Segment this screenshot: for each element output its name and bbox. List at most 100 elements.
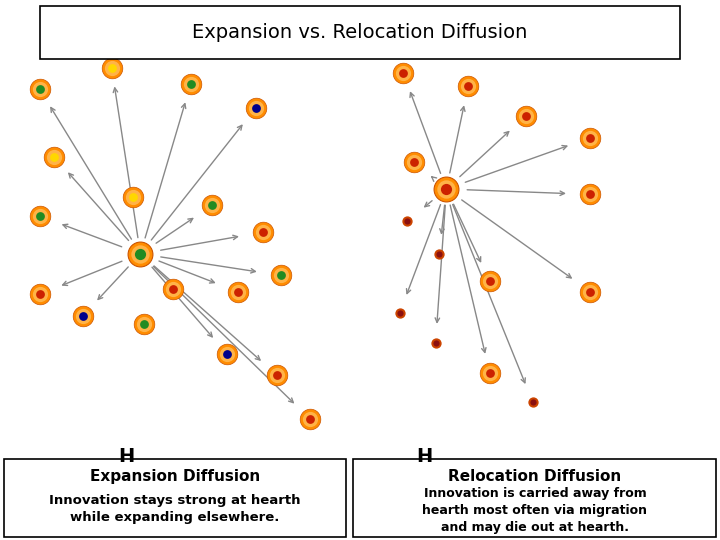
Point bbox=[484, 368, 495, 377]
Point bbox=[585, 287, 596, 296]
Point bbox=[221, 349, 233, 358]
Point bbox=[127, 193, 139, 201]
Point bbox=[271, 371, 283, 380]
Point bbox=[207, 201, 218, 210]
Point bbox=[257, 228, 269, 237]
Point bbox=[430, 339, 441, 347]
Point bbox=[34, 212, 45, 220]
Point bbox=[441, 185, 452, 193]
Text: H: H bbox=[417, 447, 433, 466]
Point bbox=[138, 320, 150, 328]
Point bbox=[167, 285, 179, 293]
Point bbox=[250, 104, 261, 112]
Point bbox=[250, 104, 261, 112]
Point bbox=[250, 104, 261, 112]
FancyBboxPatch shape bbox=[353, 459, 716, 537]
Point bbox=[167, 285, 179, 293]
Point bbox=[135, 249, 146, 258]
Point bbox=[48, 152, 60, 161]
Point bbox=[185, 79, 197, 88]
Point bbox=[34, 85, 45, 93]
Point bbox=[462, 82, 474, 91]
Point bbox=[527, 398, 539, 407]
Point bbox=[48, 152, 60, 161]
Point bbox=[527, 398, 539, 407]
Point bbox=[433, 249, 445, 258]
Point bbox=[48, 152, 60, 161]
Point bbox=[127, 193, 139, 201]
Point bbox=[135, 249, 146, 258]
Point bbox=[304, 414, 315, 423]
Point bbox=[585, 190, 596, 199]
Point bbox=[585, 287, 596, 296]
Point bbox=[77, 312, 89, 320]
Point bbox=[585, 133, 596, 142]
Text: Relocation Diffusion: Relocation Diffusion bbox=[449, 469, 621, 484]
Point bbox=[304, 414, 315, 423]
Point bbox=[34, 212, 45, 220]
Point bbox=[585, 190, 596, 199]
Point bbox=[484, 276, 495, 285]
Point bbox=[185, 79, 197, 88]
Point bbox=[585, 133, 596, 142]
Point bbox=[397, 69, 409, 77]
Point bbox=[484, 276, 495, 285]
Text: Expansion vs. Relocation Diffusion: Expansion vs. Relocation Diffusion bbox=[192, 23, 528, 43]
Point bbox=[397, 69, 409, 77]
Point bbox=[207, 201, 218, 210]
Point bbox=[484, 368, 495, 377]
Point bbox=[127, 193, 139, 201]
Point bbox=[401, 217, 413, 226]
Point bbox=[441, 185, 452, 193]
Point bbox=[185, 79, 197, 88]
Point bbox=[77, 312, 89, 320]
Point bbox=[34, 212, 45, 220]
Point bbox=[275, 271, 287, 280]
Point bbox=[221, 349, 233, 358]
Point bbox=[167, 285, 179, 293]
Point bbox=[462, 82, 474, 91]
Point bbox=[77, 312, 89, 320]
Point bbox=[232, 287, 243, 296]
Text: H: H bbox=[118, 447, 134, 466]
Point bbox=[275, 271, 287, 280]
Point bbox=[34, 85, 45, 93]
Point bbox=[408, 158, 420, 166]
Point bbox=[394, 309, 405, 318]
Point bbox=[138, 320, 150, 328]
Point bbox=[106, 63, 117, 72]
Point bbox=[34, 85, 45, 93]
Point bbox=[257, 228, 269, 237]
Point bbox=[433, 249, 445, 258]
Point bbox=[441, 185, 452, 193]
Point bbox=[34, 290, 45, 299]
Point bbox=[138, 320, 150, 328]
Point bbox=[408, 158, 420, 166]
Point bbox=[271, 371, 283, 380]
Point bbox=[232, 287, 243, 296]
Point bbox=[34, 290, 45, 299]
Text: Innovation stays strong at hearth
while expanding elsewhere.: Innovation stays strong at hearth while … bbox=[49, 494, 301, 524]
FancyBboxPatch shape bbox=[40, 6, 680, 59]
Point bbox=[520, 112, 531, 120]
Point bbox=[304, 414, 315, 423]
Point bbox=[430, 339, 441, 347]
Point bbox=[585, 190, 596, 199]
Point bbox=[484, 368, 495, 377]
Point bbox=[408, 158, 420, 166]
Point bbox=[34, 290, 45, 299]
Point bbox=[401, 217, 413, 226]
FancyBboxPatch shape bbox=[4, 459, 346, 537]
Point bbox=[585, 133, 596, 142]
Point bbox=[275, 271, 287, 280]
Text: Expansion Diffusion: Expansion Diffusion bbox=[90, 469, 260, 484]
Point bbox=[232, 287, 243, 296]
Point bbox=[484, 276, 495, 285]
Point bbox=[135, 249, 146, 258]
Point bbox=[520, 112, 531, 120]
Point bbox=[397, 69, 409, 77]
Point bbox=[462, 82, 474, 91]
Point bbox=[106, 63, 117, 72]
Point bbox=[221, 349, 233, 358]
Point bbox=[207, 201, 218, 210]
